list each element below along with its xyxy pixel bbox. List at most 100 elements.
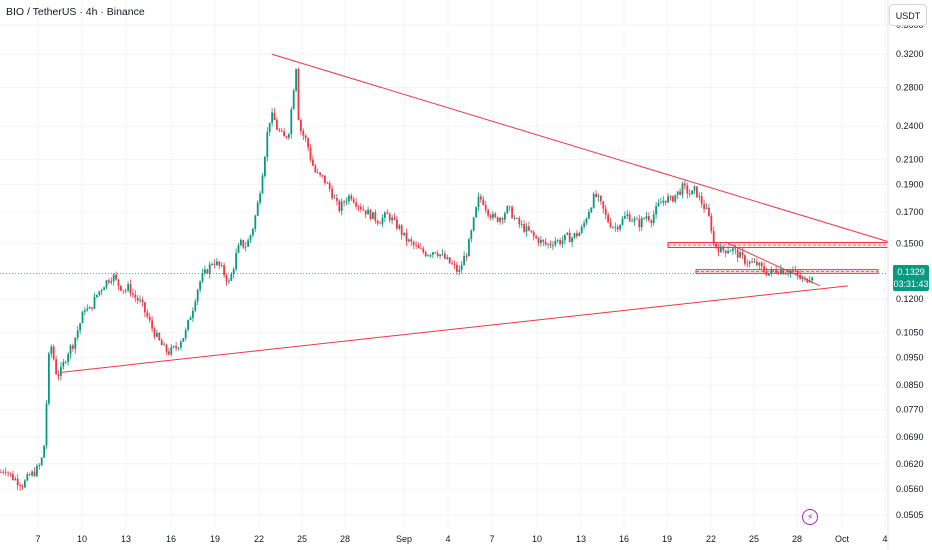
candle-body: [290, 109, 293, 135]
candle-body: [614, 226, 617, 228]
candle-body: [595, 193, 597, 197]
candle-body: [259, 193, 261, 203]
y-tick-label: 0.1700: [896, 207, 924, 217]
candle-body: [777, 272, 780, 274]
candle-body: [508, 206, 511, 208]
candle-body: [28, 474, 31, 476]
candle-body: [429, 254, 432, 256]
y-tick-label: 0.2100: [896, 154, 924, 164]
candle-body: [451, 263, 453, 265]
candle-body: [208, 264, 211, 274]
candle-body: [314, 165, 317, 173]
candle-body: [456, 264, 458, 272]
candle-body: [120, 285, 122, 291]
candle-body: [38, 465, 41, 466]
candle-body: [532, 231, 535, 237]
candle-body: [362, 209, 365, 211]
candle-body: [801, 278, 804, 279]
candle-body: [734, 248, 737, 250]
y-tick-label: 0.2800: [896, 83, 924, 93]
candle-body: [228, 280, 230, 282]
candle-body: [645, 216, 648, 219]
candle-body: [436, 253, 439, 257]
candle-body: [285, 136, 288, 138]
candle-body: [633, 218, 636, 222]
candle-body: [573, 233, 576, 238]
candle-body: [520, 223, 523, 225]
candle-body: [43, 445, 45, 458]
candle-body: [717, 247, 720, 253]
candle-body: [345, 201, 348, 203]
candle-body: [158, 332, 161, 340]
lightning-icon[interactable]: ⚡: [802, 509, 818, 525]
candle-body: [216, 261, 218, 265]
x-tick-label: 13: [576, 534, 586, 544]
candle-body: [177, 347, 180, 349]
candle-body: [304, 135, 307, 139]
candle-body: [237, 245, 240, 254]
candle-body: [679, 191, 681, 195]
candle-body: [640, 218, 643, 228]
y-tick-label: 0.0950: [896, 352, 924, 362]
candle-body: [86, 308, 89, 311]
candle-body: [381, 217, 384, 224]
candle-body: [24, 480, 26, 488]
candle-body: [537, 238, 540, 244]
candle-body: [141, 299, 144, 303]
candle-body: [62, 362, 65, 367]
candle-body: [319, 172, 321, 175]
candle-body: [139, 299, 141, 301]
x-tick-label: 13: [121, 534, 131, 544]
candle-body: [460, 265, 463, 270]
currency-button[interactable]: USDT: [889, 4, 927, 26]
time-axis[interactable]: 7 10 13 16 19 22 25 28 Sep 4 7 10 13 16 19 22 25 28 Oct 4: [35, 534, 887, 544]
candle-body: [396, 219, 398, 229]
candle-body: [175, 346, 177, 349]
candle-body: [590, 208, 593, 213]
candle-body: [242, 239, 245, 248]
candle-body: [268, 122, 271, 132]
candle-body: [67, 354, 69, 363]
candle-body: [499, 218, 501, 222]
candle-body: [604, 208, 607, 215]
candle-body: [674, 194, 677, 202]
candle-body: [681, 183, 684, 195]
candle-body: [391, 217, 393, 221]
trendlines[interactable]: [61, 53, 889, 373]
candle-body: [218, 261, 221, 266]
candle-body: [64, 362, 67, 363]
candle-body: [482, 199, 485, 206]
candle-body: [374, 212, 377, 221]
candle-body: [612, 226, 614, 228]
candle-body: [184, 329, 187, 339]
candle-body: [312, 159, 314, 166]
y-tick-label: 0.0770: [896, 405, 924, 415]
candle-body: [554, 241, 557, 246]
candle-body: [201, 273, 204, 282]
candle-body: [609, 222, 612, 228]
candle-body: [501, 218, 504, 220]
candle-body: [273, 112, 276, 121]
y-tick-label: 0.1050: [896, 327, 924, 337]
candle-body: [768, 273, 770, 276]
candle-body: [741, 252, 744, 256]
candle-body: [748, 261, 751, 264]
candle-body: [477, 196, 480, 208]
candle-body: [189, 317, 192, 320]
last-price-value: 0.1329: [897, 267, 925, 277]
candle-body: [775, 270, 777, 273]
candle-body: [475, 207, 477, 218]
candle-body: [223, 265, 225, 276]
candle-body: [40, 457, 43, 466]
candle-body: [194, 301, 197, 311]
candle-body: [655, 206, 657, 215]
candle-body: [568, 232, 571, 243]
candle-body: [398, 225, 401, 229]
candle-body: [232, 269, 235, 274]
candle-body: [408, 239, 410, 242]
candle-body: [547, 243, 549, 245]
drawing-zones[interactable]: [667, 241, 889, 274]
candle-body: [256, 202, 259, 216]
candle-body: [504, 213, 506, 220]
